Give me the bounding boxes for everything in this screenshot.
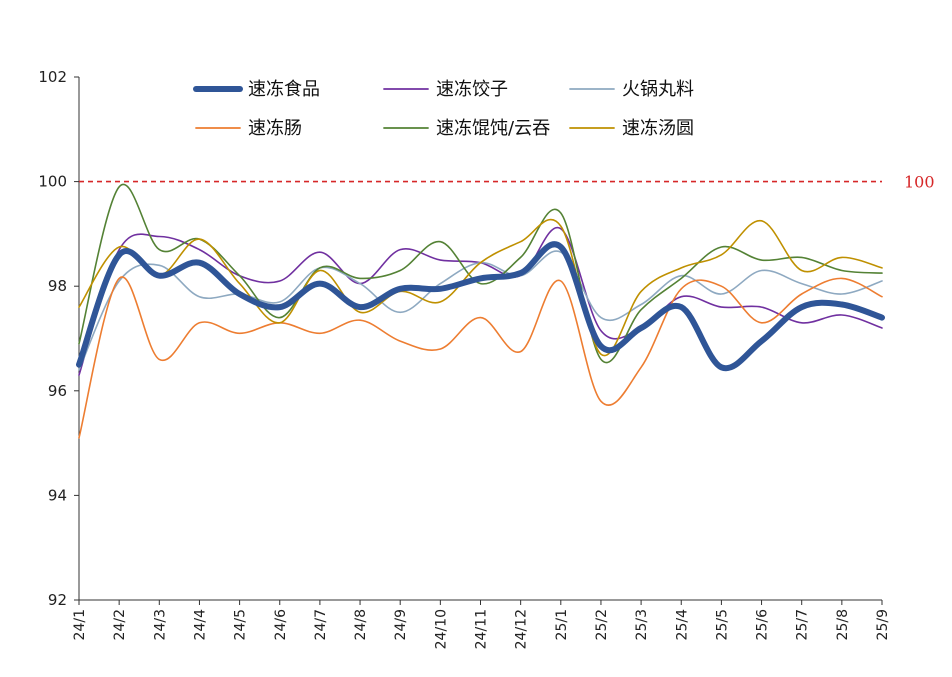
legend-label: 速冻饺子 xyxy=(436,79,508,100)
x-tick-label: 25/1 xyxy=(554,609,570,640)
series-line-1 xyxy=(78,226,883,376)
legend-label: 速冻汤圆 xyxy=(622,118,694,139)
x-tick-label: 24/2 xyxy=(112,609,128,640)
x-tick-label: 24/11 xyxy=(474,609,490,649)
x-tick-label: 25/4 xyxy=(674,609,690,641)
x-tick-label: 25/6 xyxy=(755,609,771,641)
legend-item-4: 速冻馄饨/云吞 xyxy=(383,118,550,139)
legend-item-5: 速冻汤圆 xyxy=(569,118,694,139)
legend-label: 速冻肠 xyxy=(248,118,302,139)
series-line-5 xyxy=(78,218,883,357)
x-tick-label: 24/3 xyxy=(152,609,168,640)
reference-line-label: 100 xyxy=(904,173,935,192)
x-tick-label: 25/3 xyxy=(634,609,650,640)
x-tick-label: 25/5 xyxy=(714,609,730,640)
y-tick-label: 100 xyxy=(38,173,67,191)
legend-item-0: 速冻食品 xyxy=(193,79,320,100)
series-line-2 xyxy=(78,250,883,371)
series-lines xyxy=(76,183,885,439)
reference-line-group: 100 xyxy=(79,173,935,192)
y-tick-label: 94 xyxy=(48,486,67,504)
x-tick-label: 24/12 xyxy=(514,609,530,649)
legend-label: 火锅丸料 xyxy=(622,79,694,100)
x-tick-label: 24/5 xyxy=(233,609,249,640)
axes: 92 94 96 98 100 102 24/1 24/2 24/3 24/4 24/5 24/6 24… xyxy=(38,68,891,649)
x-tick-label: 24/10 xyxy=(433,609,449,649)
legend-item-3: 速冻肠 xyxy=(195,118,302,139)
x-tick-label: 24/1 xyxy=(72,609,88,640)
x-tick-label: 25/9 xyxy=(875,609,891,640)
y-tick-label: 102 xyxy=(38,68,67,86)
x-tick-label: 24/7 xyxy=(313,609,329,640)
x-tick-label: 24/8 xyxy=(353,609,369,640)
y-tick-label: 96 xyxy=(48,382,67,400)
y-tick-label: 98 xyxy=(48,277,67,295)
y-tick-label: 92 xyxy=(48,591,67,609)
x-tick-label: 25/2 xyxy=(594,609,610,640)
x-tick-label: 24/9 xyxy=(393,609,409,640)
x-tick-label: 25/8 xyxy=(835,609,851,640)
legend-label: 速冻食品 xyxy=(248,79,320,100)
legend-item-2: 火锅丸料 xyxy=(569,79,694,100)
x-tick-label: 24/6 xyxy=(273,609,289,641)
x-tick-label: 24/4 xyxy=(192,609,208,641)
series-line-4 xyxy=(78,183,883,364)
legend-label: 速冻馄饨/云吞 xyxy=(436,118,550,139)
series-line-0 xyxy=(76,241,885,372)
legend-item-1: 速冻饺子 xyxy=(383,79,508,100)
x-tick-label: 25/7 xyxy=(795,609,811,640)
series-line-3 xyxy=(78,276,883,439)
